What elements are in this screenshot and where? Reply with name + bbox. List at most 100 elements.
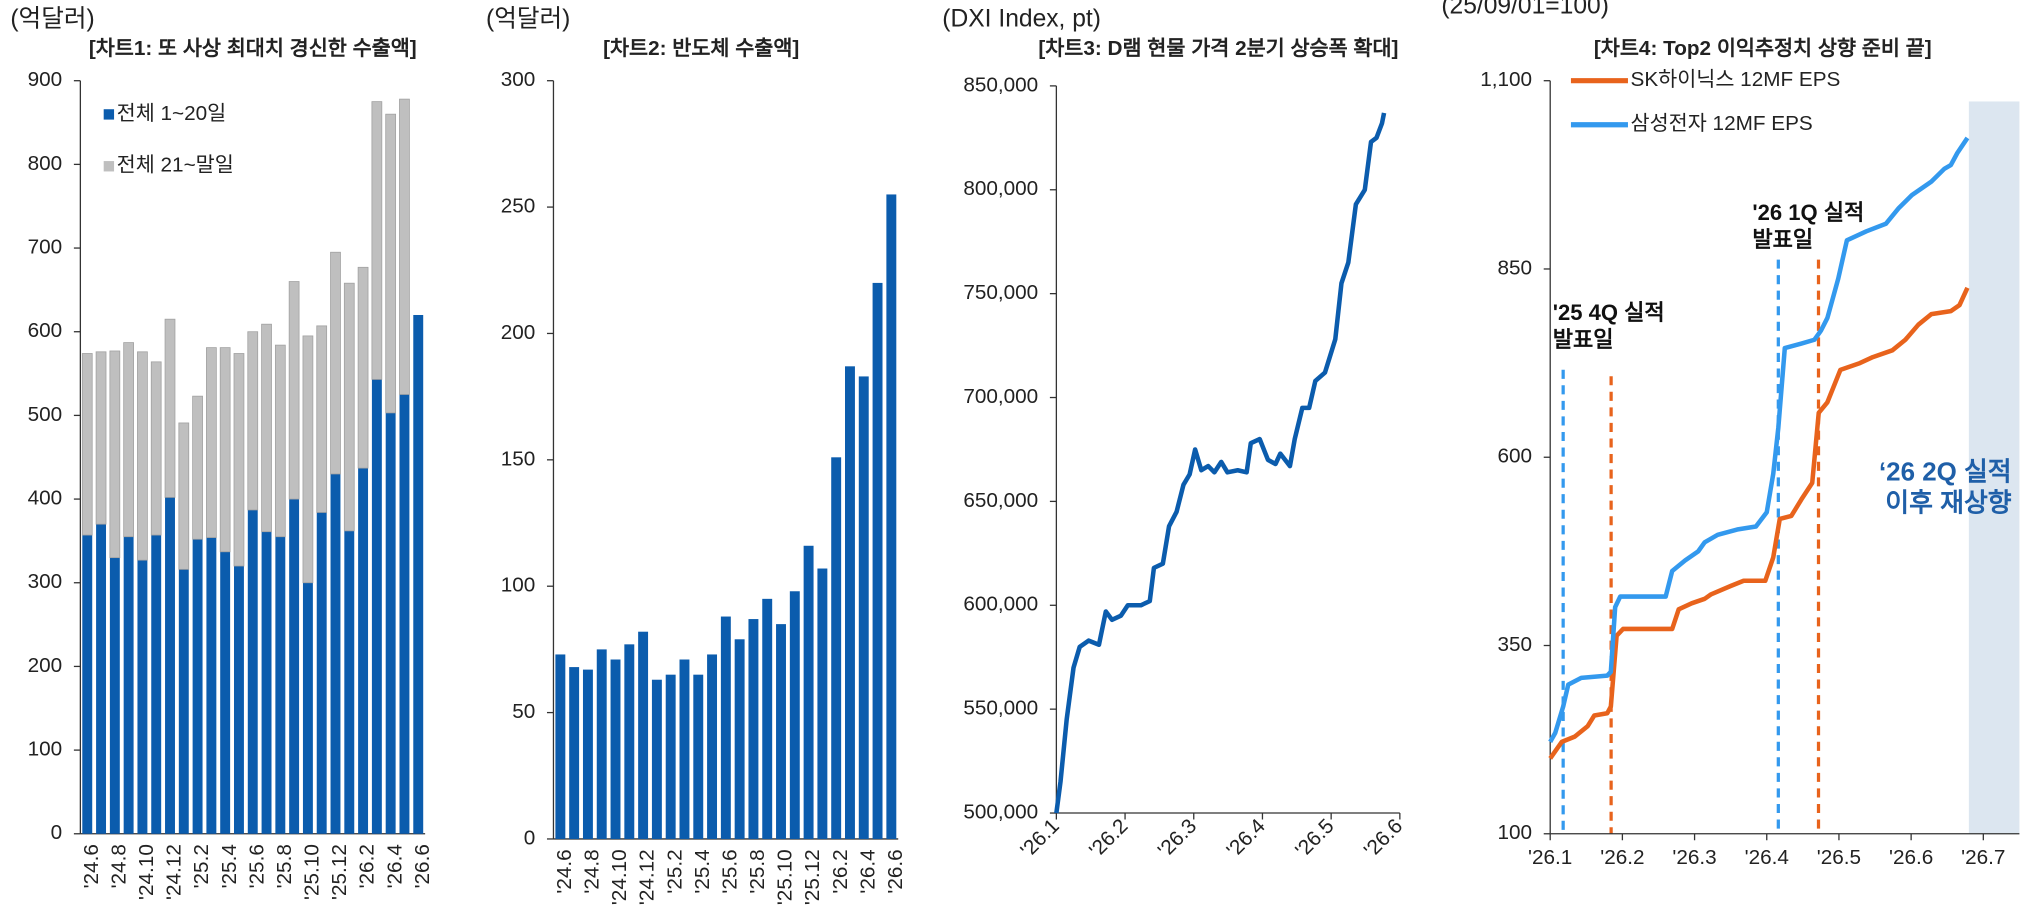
y-tick-label: 800 — [28, 152, 63, 175]
y-tick-label: 500,000 — [963, 801, 1038, 824]
y-tick-label: 400 — [28, 487, 63, 510]
bar — [137, 560, 148, 834]
bar — [233, 353, 245, 567]
bar — [109, 557, 120, 834]
bar — [555, 654, 566, 839]
y-tick-label: 50 — [512, 700, 535, 723]
bar — [371, 101, 383, 380]
x-tick-label: '24.12 — [636, 849, 659, 905]
bar — [96, 524, 107, 834]
annotation: 발표일 — [1752, 227, 1813, 252]
bar — [720, 616, 731, 839]
x-tick-label: '25.6 — [718, 849, 741, 893]
bar — [123, 536, 134, 834]
y-tick-label: 1,100 — [1480, 68, 1532, 91]
bar — [707, 654, 718, 839]
legend-label: 삼성전자 12MF EPS — [1631, 112, 1813, 135]
x-tick-label: '25.4 — [218, 844, 241, 888]
line-series — [1054, 112, 1387, 814]
bar — [776, 624, 786, 839]
y-tick-label: 0 — [51, 821, 63, 844]
chart-title: [차트1: 또 사상 최대치 경신한 수출액] — [89, 36, 417, 60]
bar — [150, 361, 162, 536]
y-tick-label: 900 — [28, 68, 63, 91]
x-tick-label: '25.12 — [801, 849, 824, 905]
chart-title: [차트3: D램 현물 가격 2분기 상승폭 확대] — [1038, 36, 1398, 60]
y-tick-label: 350 — [1497, 633, 1532, 656]
legend-label: 전체 1~20일 — [117, 102, 227, 125]
y-tick-label: 150 — [501, 447, 536, 470]
y-tick-label: 700,000 — [963, 385, 1038, 408]
bar — [638, 631, 649, 839]
bar — [886, 194, 897, 839]
y-tick-label: 850,000 — [963, 73, 1038, 96]
bar — [302, 582, 313, 834]
bar — [178, 569, 189, 834]
bar — [385, 113, 397, 414]
x-tick-label: '26.1 — [1528, 846, 1572, 869]
y-tick-label: 300 — [28, 570, 63, 593]
y-tick-label: 600 — [28, 319, 63, 342]
annotation: '25 4Q 실적 — [1553, 300, 1665, 325]
x-tick-label: '26.2 — [356, 844, 379, 888]
x-tick-label: '24.10 — [608, 849, 631, 905]
bar — [274, 344, 286, 538]
y-tick-label: 200 — [28, 654, 63, 677]
bar — [220, 551, 231, 834]
bar — [399, 394, 410, 834]
x-tick-label: '26.2 — [829, 849, 852, 893]
bar — [82, 535, 93, 834]
bar — [651, 679, 662, 839]
legend-label: 전체 21~말일 — [117, 154, 234, 177]
x-tick-label: '26.4 — [1222, 815, 1270, 863]
y-tick-label: 650,000 — [963, 489, 1038, 512]
bar — [803, 545, 814, 839]
chart-title: [차트2: 반도체 수출액] — [603, 37, 799, 60]
bar — [151, 535, 162, 834]
x-tick-label: '26.3 — [1672, 846, 1716, 869]
bar — [596, 649, 607, 839]
bar — [789, 591, 800, 839]
chart-title: [차트4: Top2 이익추정치 상향 준비 끝] — [1594, 36, 1932, 60]
bar — [275, 536, 286, 834]
bar — [385, 412, 396, 834]
y-tick-label: 250 — [501, 195, 536, 218]
y-tick-label: 500 — [28, 403, 63, 426]
x-tick-label: '25.4 — [691, 849, 714, 893]
bar — [693, 674, 704, 839]
y-tick-label: 600,000 — [963, 593, 1038, 616]
bar — [358, 468, 369, 834]
x-tick-label: '25.12 — [328, 844, 351, 900]
x-tick-label: '26.3 — [1154, 815, 1202, 863]
bar — [219, 347, 231, 553]
annotation: ‘26 2Q 실적 — [1879, 457, 2012, 486]
y-tick-label: 200 — [501, 321, 536, 344]
x-tick-label: '24.6 — [553, 849, 576, 893]
line-series — [1548, 286, 1970, 760]
bar — [316, 512, 327, 834]
bar — [302, 335, 314, 584]
unit-label: (억달러) — [10, 4, 94, 32]
x-tick-label: '26.6 — [411, 844, 434, 888]
bar — [344, 530, 355, 834]
y-tick-label: 300 — [501, 68, 536, 91]
bar — [748, 619, 759, 839]
y-tick-label: 850 — [1497, 256, 1532, 279]
x-tick-label: '25.8 — [273, 844, 296, 888]
x-tick-label: '26.4 — [856, 849, 879, 893]
bar — [247, 509, 258, 834]
x-tick-label: '26.2 — [1085, 815, 1133, 863]
bar — [330, 473, 341, 834]
bar — [261, 531, 272, 834]
bar — [288, 281, 300, 500]
unit-label: (DXI Index, pt) — [942, 5, 1101, 32]
bar — [316, 325, 328, 513]
x-tick-label: '26.7 — [1961, 846, 2005, 869]
y-tick-label: 100 — [1497, 821, 1532, 844]
bar — [569, 667, 580, 839]
bar — [165, 497, 175, 834]
bar — [123, 342, 134, 538]
bar — [817, 568, 828, 839]
bar — [845, 366, 855, 839]
